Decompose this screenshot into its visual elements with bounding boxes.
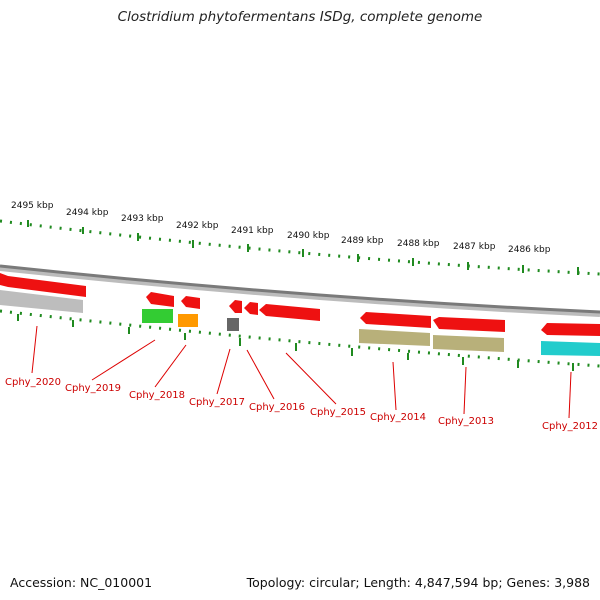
cog-block-cyan [541,341,600,356]
leader-cphy-2012 [568,371,572,419]
gene-leader-lines [31,325,572,419]
cog-block-olive-2 [433,335,504,352]
gene-label-cphy-2015[interactable]: Cphy_2015 [310,407,366,418]
outer-major-ticks [27,220,579,275]
scale-label-2495: 2495 kbp [11,201,54,211]
scale-labels: 2495 kbp 2494 kbp 2493 kbp 2492 kbp 2491… [11,201,551,255]
gene-cphy-2018[interactable] [181,296,200,309]
genome-summary-text: Topology: circular; Length: 4,847,594 bp… [246,575,590,590]
cog-block-gray [0,290,83,313]
backbone-line [0,264,600,314]
cog-feature-blocks [0,290,600,356]
gene-label-cphy-2016[interactable]: Cphy_2016 [249,402,305,413]
gene-labels: Cphy_2020 Cphy_2019 Cphy_2018 Cphy_2017 … [5,377,598,432]
gene-cphy-2016[interactable] [244,302,258,315]
gene-label-cphy-2013[interactable]: Cphy_2013 [438,416,494,427]
scale-label-2494: 2494 kbp [66,208,109,218]
scale-label-2492: 2492 kbp [176,221,219,231]
accession-text: Accession: NC_010001 [10,575,153,590]
inner-scale-ticks [0,309,600,368]
scale-label-2493: 2493 kbp [121,214,164,224]
leader-cphy-2014 [392,361,397,411]
scale-label-2490: 2490 kbp [287,231,330,241]
leader-cphy-2016 [246,349,275,400]
gene-cphy-2013[interactable] [433,317,505,332]
scale-label-2487: 2487 kbp [453,242,496,252]
leader-cphy-2018 [154,344,187,388]
leader-cphy-2019 [91,339,156,381]
gene-cphy-2019[interactable] [146,292,174,307]
leader-cphy-2013 [463,366,467,415]
cog-block-green [142,309,173,323]
scale-label-2486: 2486 kbp [508,245,551,255]
scale-label-2489: 2489 kbp [341,236,384,246]
gene-cphy-2020[interactable] [0,273,86,297]
gene-cphy-2017[interactable] [229,300,242,313]
inner-major-ticks [17,314,574,371]
gene-label-cphy-2017[interactable]: Cphy_2017 [189,397,245,408]
map-title: Clostridium phytofermentans ISDg, comple… [117,9,483,25]
cog-block-orange [178,314,198,327]
forward-strand-genes [0,273,600,336]
genome-backbone [0,264,600,317]
cog-block-darkgray [227,318,239,331]
cog-block-olive-1 [359,329,430,346]
gene-cphy-2012[interactable] [541,323,600,336]
scale-label-2488: 2488 kbp [397,239,440,249]
gene-cphy-2015[interactable] [259,304,320,321]
leader-cphy-2015 [285,352,337,405]
scale-label-2491: 2491 kbp [231,226,274,236]
gene-cphy-2014[interactable] [360,312,431,328]
outer-scale-ticks [0,219,600,276]
gene-label-cphy-2014[interactable]: Cphy_2014 [370,412,426,423]
outer-scale-ruler [0,219,600,276]
gene-label-cphy-2020[interactable]: Cphy_2020 [5,377,61,388]
gene-label-cphy-2019[interactable]: Cphy_2019 [65,383,121,394]
inner-scale-ruler [0,309,600,368]
backbone-shadow [0,265,600,317]
gene-label-cphy-2012[interactable]: Cphy_2012 [542,421,598,432]
gene-label-cphy-2018[interactable]: Cphy_2018 [129,390,185,401]
leader-cphy-2017 [216,348,231,395]
leader-cphy-2020 [31,325,38,374]
